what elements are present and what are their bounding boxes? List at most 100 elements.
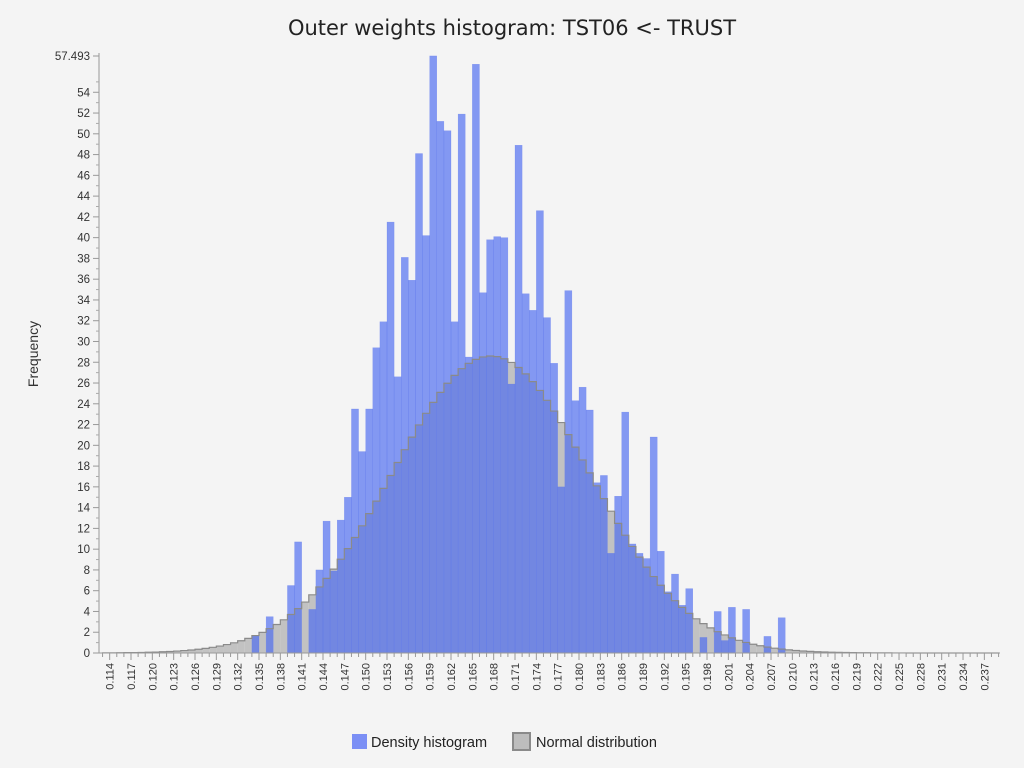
x-axis-tick-label: 0.225 bbox=[894, 663, 906, 691]
y-axis-tick-label: 20 bbox=[77, 440, 90, 452]
normal-distribution-bar bbox=[735, 640, 743, 653]
x-axis-tick-label: 0.141 bbox=[297, 663, 309, 691]
density-histogram-bar bbox=[294, 541, 302, 654]
y-axis-tick-label: 8 bbox=[84, 565, 90, 577]
density-histogram-bar bbox=[763, 636, 772, 654]
legend[interactable]: Density histogram Normal distribution bbox=[352, 732, 657, 751]
x-axis-tick-label: 0.192 bbox=[659, 663, 671, 691]
y-axis-tick-label: 18 bbox=[77, 461, 90, 473]
density-histogram-bar bbox=[571, 400, 580, 654]
normal-distribution-bar bbox=[230, 642, 238, 653]
y-axis-tick-label: 24 bbox=[77, 399, 90, 411]
y-axis-tick-label: 48 bbox=[77, 150, 90, 162]
density-histogram-bar bbox=[315, 569, 324, 654]
y-axis-tick-label: 36 bbox=[77, 274, 90, 286]
x-axis-tick-label: 0.180 bbox=[574, 663, 586, 691]
density-histogram-bar bbox=[628, 543, 637, 654]
density-histogram-bar bbox=[699, 637, 708, 654]
density-histogram-bar bbox=[777, 617, 786, 654]
density-histogram-layer bbox=[251, 55, 786, 654]
legend-item-density-histogram[interactable]: Density histogram bbox=[352, 734, 487, 751]
x-axis-tick-label: 0.126 bbox=[190, 663, 202, 691]
y-axis-tick-label: 16 bbox=[77, 482, 90, 494]
x-axis-tick-label: 0.156 bbox=[403, 663, 415, 691]
x-axis-tick-label: 0.231 bbox=[937, 663, 949, 691]
density-histogram-bar bbox=[685, 588, 693, 654]
density-histogram-bar bbox=[642, 558, 651, 654]
x-axis-tick-label: 0.204 bbox=[745, 663, 757, 691]
normal-distribution-bar bbox=[216, 646, 224, 653]
y-axis-tick-label: 52 bbox=[77, 108, 90, 120]
y-axis-tick-label: 28 bbox=[77, 357, 90, 369]
density-histogram-bar bbox=[557, 486, 565, 654]
density-histogram-bar bbox=[251, 635, 260, 654]
normal-distribution-bar bbox=[159, 651, 167, 653]
density-histogram-bar bbox=[351, 408, 359, 654]
y-axis: 0246810121416182022242628303234363840424… bbox=[55, 51, 100, 660]
x-axis-tick-label: 0.201 bbox=[723, 663, 735, 691]
density-histogram-bar bbox=[578, 386, 587, 654]
normal-distribution-bar bbox=[202, 648, 210, 653]
x-axis-tick-label: 0.237 bbox=[979, 663, 991, 691]
x-axis-tick-label: 0.123 bbox=[169, 663, 181, 691]
density-histogram-bar bbox=[621, 411, 629, 654]
y-axis-max-label: 57.493 bbox=[55, 51, 90, 63]
density-histogram-bar bbox=[593, 482, 601, 654]
density-histogram-bar bbox=[742, 609, 750, 654]
normal-distribution-bar bbox=[244, 638, 252, 653]
density-histogram-bar bbox=[536, 210, 544, 654]
x-axis-tick-label: 0.117 bbox=[126, 663, 138, 690]
normal-distribution-bar bbox=[771, 648, 779, 653]
x-axis-tick-label: 0.138 bbox=[275, 663, 287, 691]
density-histogram-bar bbox=[479, 292, 487, 654]
x-axis-tick-label: 0.228 bbox=[915, 663, 927, 691]
normal-distribution-bar bbox=[223, 644, 231, 653]
x-axis-tick-label: 0.210 bbox=[787, 663, 799, 691]
x-axis-tick-label: 0.195 bbox=[681, 663, 693, 691]
density-histogram-bar bbox=[358, 451, 366, 654]
density-histogram-bar bbox=[721, 640, 729, 654]
density-histogram-bar bbox=[486, 239, 494, 654]
x-axis-tick-label: 0.120 bbox=[147, 663, 159, 691]
x-axis-tick-label: 0.147 bbox=[339, 663, 351, 691]
legend-label-density-histogram: Density histogram bbox=[371, 735, 487, 751]
x-axis-tick-label: 0.159 bbox=[425, 663, 437, 691]
density-histogram-bar bbox=[457, 113, 466, 654]
density-histogram-bar bbox=[408, 280, 416, 654]
normal-distribution-bar bbox=[692, 618, 700, 653]
normal-distribution-bar bbox=[237, 640, 245, 653]
x-axis-tick-label: 0.222 bbox=[873, 663, 885, 691]
density-histogram-bar bbox=[472, 64, 480, 654]
x-axis-tick-label: 0.207 bbox=[766, 663, 778, 691]
x-axis-tick-label: 0.165 bbox=[467, 663, 479, 691]
normal-distribution-bar bbox=[785, 649, 793, 653]
y-axis-tick-label: 4 bbox=[84, 606, 91, 618]
x-axis: 0.114 0.117 0.120 0.123 0.126 0.129 0.132 0.135… bbox=[99, 652, 1000, 691]
normal-distribution-bar bbox=[259, 632, 267, 653]
density-histogram-bar bbox=[521, 293, 530, 654]
density-histogram-bar bbox=[429, 55, 437, 654]
density-histogram-bar bbox=[664, 591, 672, 654]
y-axis-tick-label: 54 bbox=[77, 87, 90, 99]
x-axis-tick-label: 0.174 bbox=[531, 663, 543, 691]
y-axis-tick-label: 38 bbox=[77, 253, 90, 265]
legend-item-normal-distribution[interactable]: Normal distribution bbox=[512, 732, 657, 751]
y-axis-tick-label: 40 bbox=[77, 233, 90, 245]
x-axis-tick-label: 0.135 bbox=[254, 663, 266, 691]
normal-distribution-bar bbox=[195, 649, 203, 653]
chart-title: Outer weights histogram: TST06 <- TRUST bbox=[288, 16, 736, 40]
normal-distribution-bar bbox=[273, 624, 281, 653]
y-axis-label: Frequency bbox=[25, 321, 41, 387]
density-histogram-bar bbox=[422, 235, 430, 654]
density-histogram-bar bbox=[308, 609, 317, 654]
normal-distribution-bar bbox=[280, 619, 288, 653]
density-histogram-bar bbox=[607, 553, 615, 654]
y-axis-tick-label: 42 bbox=[77, 212, 90, 224]
density-histogram-bar bbox=[436, 121, 445, 654]
density-histogram-bar bbox=[585, 409, 594, 654]
normal-distribution-bar bbox=[209, 647, 217, 653]
density-histogram-bar bbox=[507, 383, 516, 654]
density-histogram-bar bbox=[600, 475, 608, 654]
density-histogram-bar bbox=[671, 573, 679, 654]
